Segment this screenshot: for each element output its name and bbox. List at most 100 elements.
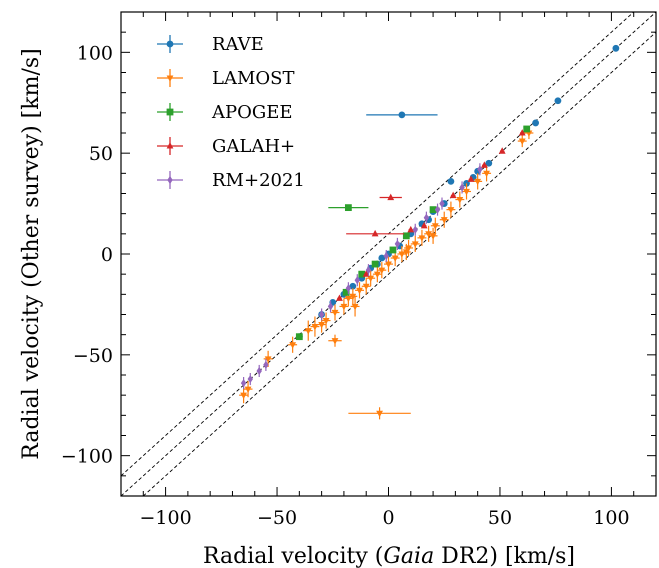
legend-item: LAMOST [157, 68, 294, 89]
legend: RAVE LAMOST APOGEE GALAH+ RM+2021 [157, 34, 305, 191]
data-point [446, 201, 456, 218]
data-point [434, 203, 441, 216]
point-marker [398, 251, 406, 258]
series-rm-2021 [240, 163, 483, 390]
legend-item: RAVE [157, 34, 264, 55]
point-marker [304, 328, 312, 335]
y-tick-label: −100 [61, 446, 113, 468]
data-point [365, 264, 372, 277]
data-point [339, 298, 349, 315]
data-point [303, 320, 313, 341]
data-point [377, 262, 387, 279]
legend-label: RM+2021 [212, 170, 305, 191]
data-point [321, 312, 331, 329]
legend-marker [166, 108, 174, 116]
point-marker [425, 231, 433, 238]
data-point [485, 159, 493, 167]
data-point [401, 243, 411, 261]
point-marker [429, 233, 437, 240]
data-point [429, 206, 437, 214]
point-marker [371, 229, 379, 237]
point-marker [376, 410, 383, 418]
point-marker [378, 254, 386, 262]
x-tick-label: 50 [488, 507, 512, 529]
data-point [428, 227, 438, 244]
data-point [417, 229, 427, 246]
data-point [423, 211, 430, 224]
point-marker [477, 165, 483, 174]
data-point [473, 173, 483, 190]
legend-item: APOGEE [157, 102, 293, 123]
point-marker [362, 283, 370, 291]
point-marker [518, 129, 526, 136]
legend-label: APOGEE [211, 102, 293, 123]
point-marker [358, 270, 366, 278]
x-axis-title-suffix: DR2) [km/s] [434, 544, 575, 568]
point-marker [407, 225, 415, 233]
point-marker [485, 159, 493, 167]
data-point [447, 178, 455, 185]
data-point [517, 135, 527, 148]
point-marker [420, 221, 428, 229]
point-marker [523, 125, 531, 133]
point-marker [411, 241, 419, 248]
point-marker [467, 175, 475, 182]
data-point [477, 163, 483, 176]
point-marker [331, 309, 339, 317]
data-point [449, 191, 457, 199]
x-tick-label: 0 [382, 507, 394, 529]
data-points [239, 44, 620, 420]
legend-label: GALAH+ [212, 136, 295, 157]
data-point [523, 125, 531, 133]
data-point [295, 333, 303, 341]
data-point [263, 358, 269, 371]
point-marker [345, 284, 352, 293]
point-marker [434, 205, 441, 214]
data-point [554, 97, 562, 105]
data-point [420, 221, 428, 229]
x-axis-title-prefix: Radial velocity ( [203, 544, 383, 568]
data-point [439, 197, 445, 210]
data-point [330, 304, 340, 321]
point-marker [311, 324, 319, 331]
data-point [336, 294, 343, 301]
point-marker [518, 138, 526, 145]
point-marker [351, 303, 359, 311]
data-point [397, 245, 407, 263]
axes [120, 11, 657, 497]
data-point [361, 278, 371, 295]
data-point [480, 161, 488, 168]
point-marker [480, 161, 488, 168]
data-point [328, 204, 369, 212]
data-point [355, 282, 364, 299]
data-point [346, 229, 405, 237]
point-marker [295, 333, 303, 341]
point-marker [365, 266, 372, 275]
point-marker [554, 97, 562, 105]
series-apogee [295, 125, 531, 341]
point-marker [449, 191, 457, 199]
point-marker [387, 193, 395, 201]
series-galah- [336, 129, 526, 301]
data-point [430, 217, 440, 234]
point-marker [318, 322, 326, 329]
point-marker [463, 188, 470, 196]
point-marker [483, 170, 490, 178]
point-marker [244, 386, 252, 394]
y-tick-label: −50 [73, 345, 113, 367]
data-point [379, 193, 402, 201]
point-marker [289, 342, 297, 349]
point-marker [418, 235, 426, 242]
point-marker [349, 293, 357, 301]
point-marker [256, 366, 262, 376]
point-marker [331, 338, 339, 345]
data-point [412, 223, 418, 236]
x-tick-label: −100 [139, 507, 191, 529]
point-marker [447, 207, 455, 214]
data-point [518, 129, 526, 136]
point-marker [474, 178, 482, 186]
legend-label: RAVE [212, 34, 264, 55]
point-marker [456, 197, 464, 204]
data-point [372, 266, 382, 283]
data-point [371, 260, 379, 268]
